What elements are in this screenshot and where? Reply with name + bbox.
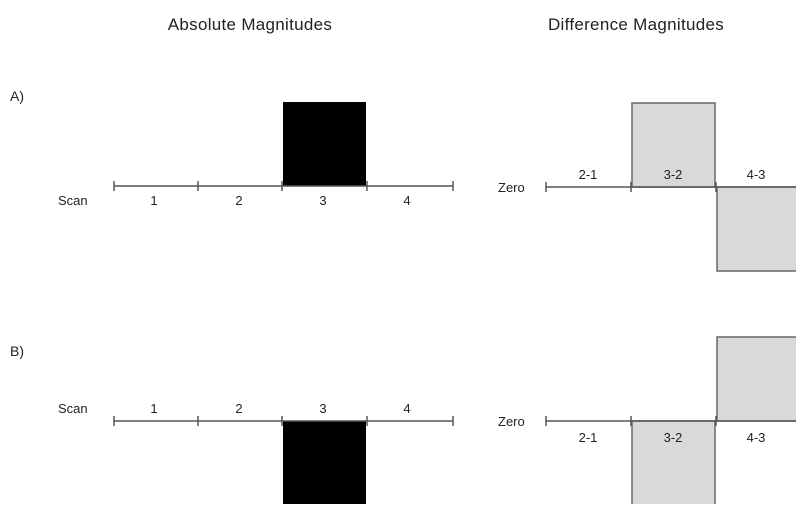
row-a-scan-4: 4 [403,193,410,208]
row-b-diff-label-2-1: 2-1 [579,430,598,445]
row-a-absolute-panel: Scan 1 2 3 4 [58,102,454,208]
row-b-diff-label-4-3: 4-3 [747,430,766,445]
row-a-scan-2: 2 [235,193,242,208]
row-b-scan-2: 2 [235,401,242,416]
row-b-scan-3: 3 [319,401,326,416]
row-b-absolute-bar-3 [283,421,366,505]
row-b-scan-1: 1 [150,401,157,416]
row-a-diff-label-3-2: 3-2 [664,167,683,182]
row-b-diff-label-3-2: 3-2 [664,430,683,445]
absolute-magnitudes-heading: Absolute Magnitudes [168,15,332,34]
row-b-scan-label: Scan [58,401,88,416]
row-b-label: B) [10,343,24,359]
row-a-scan-label: Scan [58,193,88,208]
row-a-label: A) [10,88,24,104]
row-a-diff-label-2-1: 2-1 [579,167,598,182]
row-a-absolute-bar-3 [283,102,366,186]
row-a-scan-3: 3 [319,193,326,208]
difference-magnitudes-heading: Difference Magnitudes [548,15,724,34]
row-a-zero-label: Zero [498,180,525,195]
row-b-absolute-panel: Scan 1 2 3 4 [58,401,454,505]
row-a-difference-panel: Zero 2-1 3-2 4-3 [498,102,796,272]
row-b-difference-panel: Zero 2-1 3-2 4-3 [498,336,796,506]
row-a-diff-label-4-3: 4-3 [747,167,766,182]
row-b-zero-label: Zero [498,414,525,429]
row-b-scan-4: 4 [403,401,410,416]
row-b-difference-bar-3 [716,336,796,422]
row-a-scan-1: 1 [150,193,157,208]
row-a-difference-bar-3 [716,186,796,272]
